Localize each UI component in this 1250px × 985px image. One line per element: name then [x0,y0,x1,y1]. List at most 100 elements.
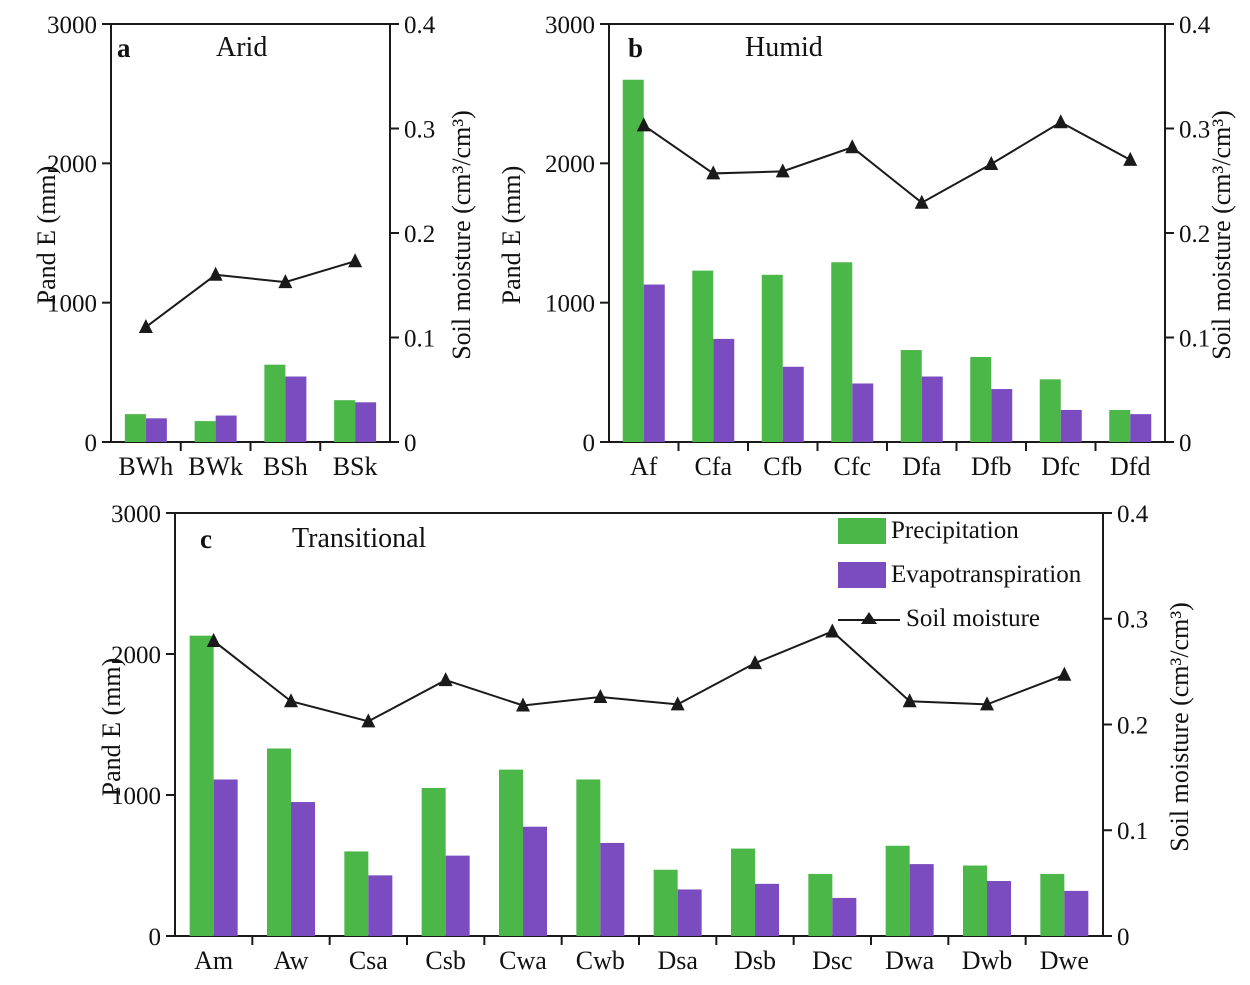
panel-a-right-tick-label: 0.4 [404,12,436,39]
panel-a-soil-moisture-marker-icon [278,274,293,289]
panel-a-left-axis-label: Pand E (mm) [32,165,61,305]
panel-b-soil-moisture-marker-icon [1053,114,1068,129]
panel-a-bar-precipitation [264,364,286,442]
panel-c-left-tick-label: 3000 [111,501,161,528]
panel-a-bar-precipitation [124,414,146,442]
legend-label-evapotranspiration: Evapotranspiration [891,561,1082,588]
panel-c-bar-evapotranspiration [291,802,315,936]
legend-item-soil-moisture: Soil moisture [838,604,1081,634]
panel-a-soil-moisture-line [145,260,356,328]
panel-b-soil-moisture-marker-icon [706,165,721,180]
legend-triangle-icon [861,612,877,624]
legend-label-precipitation: Precipitation [891,517,1019,544]
panel-c-bar-precipitation [499,769,523,936]
panel-c-soil-moisture-line [213,630,1065,723]
precipitation-swatch-icon [838,518,886,544]
legend-item-precipitation: Precipitation [838,516,1081,546]
panel-a-bar-evapotranspiration [145,418,167,442]
panel-b-soil-moisture-marker-icon [984,156,999,171]
panel-a-bar-precipitation [334,400,356,442]
panel-b-soil-moisture-line [643,121,1131,204]
panel-b-title: Humid [745,32,823,63]
panel-b-bar-precipitation [692,270,714,442]
panel-a-x-category-label: BWh [118,452,173,481]
panel-c-bar-precipitation [189,635,214,936]
panel-a-soil-moisture-marker-icon [348,253,363,268]
panel-a-left-tick-label: 0 [85,430,98,457]
panel-b-x-category-label: Cfa [694,452,732,481]
panel-b-left-tick-label: 1000 [545,290,595,317]
panel-b-soil-moisture-marker-icon [914,194,929,209]
panel-b-left-axis-label: Pand E (mm) [497,165,526,305]
panel-b-x-category-label: Dfb [971,452,1011,481]
panel-b-x-category-label: Dfa [902,452,941,481]
panel-b-bar-evapotranspiration [643,284,665,442]
panel-b-left-tick-label: 0 [583,430,596,457]
panel-c-left-tick-label: 1000 [111,783,161,810]
panel-c-left-tick-label: 2000 [111,642,161,669]
panel-c-bar-evapotranspiration [755,883,779,936]
panel-c-x-category-label: Dsa [657,946,698,975]
panel-a-soil-moisture-marker-icon [138,319,153,334]
panel-c-bar-precipitation [576,779,601,936]
panel-a-soil-moisture-marker-icon [208,266,223,281]
panel-b-right-tick-label: 0.2 [1179,221,1210,248]
panel-a-left-tick-label: 3000 [47,12,97,39]
panel-b-right-tick-label: 0 [1179,430,1192,457]
panel-b-bar-precipitation [900,350,922,442]
panel-b-bar-evapotranspiration [1060,409,1082,442]
panel-a-right-axis-label: Soil moisture (cm³/cm³) [447,110,476,360]
panel-c-bar-evapotranspiration [600,842,625,936]
panel-a-x-category-label: BWk [188,452,243,481]
panel-b-bar-evapotranspiration [991,389,1013,442]
panel-c-bar-precipitation [963,865,987,936]
panel-c-soil-moisture-marker-icon [825,623,840,638]
panel-a-x-category-label: BSk [333,452,378,481]
panel-a-frame [110,23,391,443]
panel-c-bar-evapotranspiration [213,779,238,936]
panel-c-left-tick-label: 0 [149,924,162,951]
panel-c-x-category-label: Csb [425,946,465,975]
legend: Precipitation Evapotranspiration Soil mo… [838,516,1081,648]
panel-c-right-tick-label: 0 [1117,924,1130,951]
panel-c-bar-precipitation [885,845,910,936]
panel-c-x-category-label: Dwa [885,946,935,975]
panel-c-soil-moisture-marker-icon [1057,666,1072,681]
panel-c-right-tick-label: 0.2 [1117,712,1148,739]
panel-c-bar-precipitation [421,787,446,936]
panel-c-bar-precipitation [267,748,291,936]
panel-a-right-tick-label: 0.1 [404,325,435,352]
panel-c-bar-evapotranspiration [832,897,857,936]
panel-c-bar-evapotranspiration [1064,890,1089,936]
panel-c-bar-precipitation [653,869,678,936]
panel-b-soil-moisture-marker-icon [1123,151,1138,166]
panel-c-soil-moisture-marker-icon [206,632,221,647]
panel-c-x-category-label: Am [194,946,233,975]
panel-b-bar-evapotranspiration [713,338,735,442]
panel-a-bar-evapotranspiration [355,402,377,442]
panel-c-bar-precipitation [731,848,755,936]
panel-b-x-category-label: Cfc [833,452,871,481]
panel-a-letter: a [117,33,131,63]
panel-b-bar-precipitation [761,274,783,442]
panel-a-bar-precipitation [194,421,216,442]
panel-c-letter: c [200,524,212,554]
panel-a-bar-evapotranspiration [285,376,307,442]
panel-c-soil-moisture-marker-icon [361,713,376,728]
panel-b-letter: b [628,33,644,63]
panel-c-bar-evapotranspiration [987,881,1011,936]
panel-c-bar-evapotranspiration [523,826,547,936]
panel-c-soil-moisture-marker-icon [516,697,530,712]
panel-b-bar-precipitation [1109,409,1131,442]
panel-a-left-tick-label: 2000 [47,151,97,178]
panel-c-x-category-label: Dwb [962,946,1013,975]
soil-moisture-line-marker-icon [838,612,900,624]
panel-c-x-category-label: Csa [349,946,388,975]
panel-c-bar-evapotranspiration [677,889,702,936]
panel-a-right-tick-label: 0 [404,430,417,457]
panel-c-right-tick-label: 0.4 [1117,501,1149,528]
panel-b-left-tick-label: 3000 [545,12,595,39]
panel-b-bar-precipitation [970,357,992,442]
legend-label-soil-moisture: Soil moisture [906,605,1041,632]
